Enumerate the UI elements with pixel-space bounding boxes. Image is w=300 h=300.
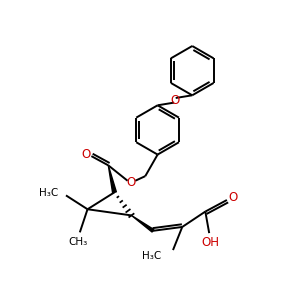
Text: O: O: [81, 148, 91, 161]
Text: H₃C: H₃C: [39, 188, 59, 198]
Text: CH₃: CH₃: [69, 237, 88, 248]
Polygon shape: [131, 215, 154, 232]
Text: O: O: [127, 176, 136, 189]
Text: O: O: [170, 94, 179, 107]
Text: O: O: [228, 191, 238, 204]
Text: OH: OH: [201, 236, 219, 249]
Text: H₃C: H₃C: [142, 251, 161, 261]
Polygon shape: [108, 165, 116, 193]
